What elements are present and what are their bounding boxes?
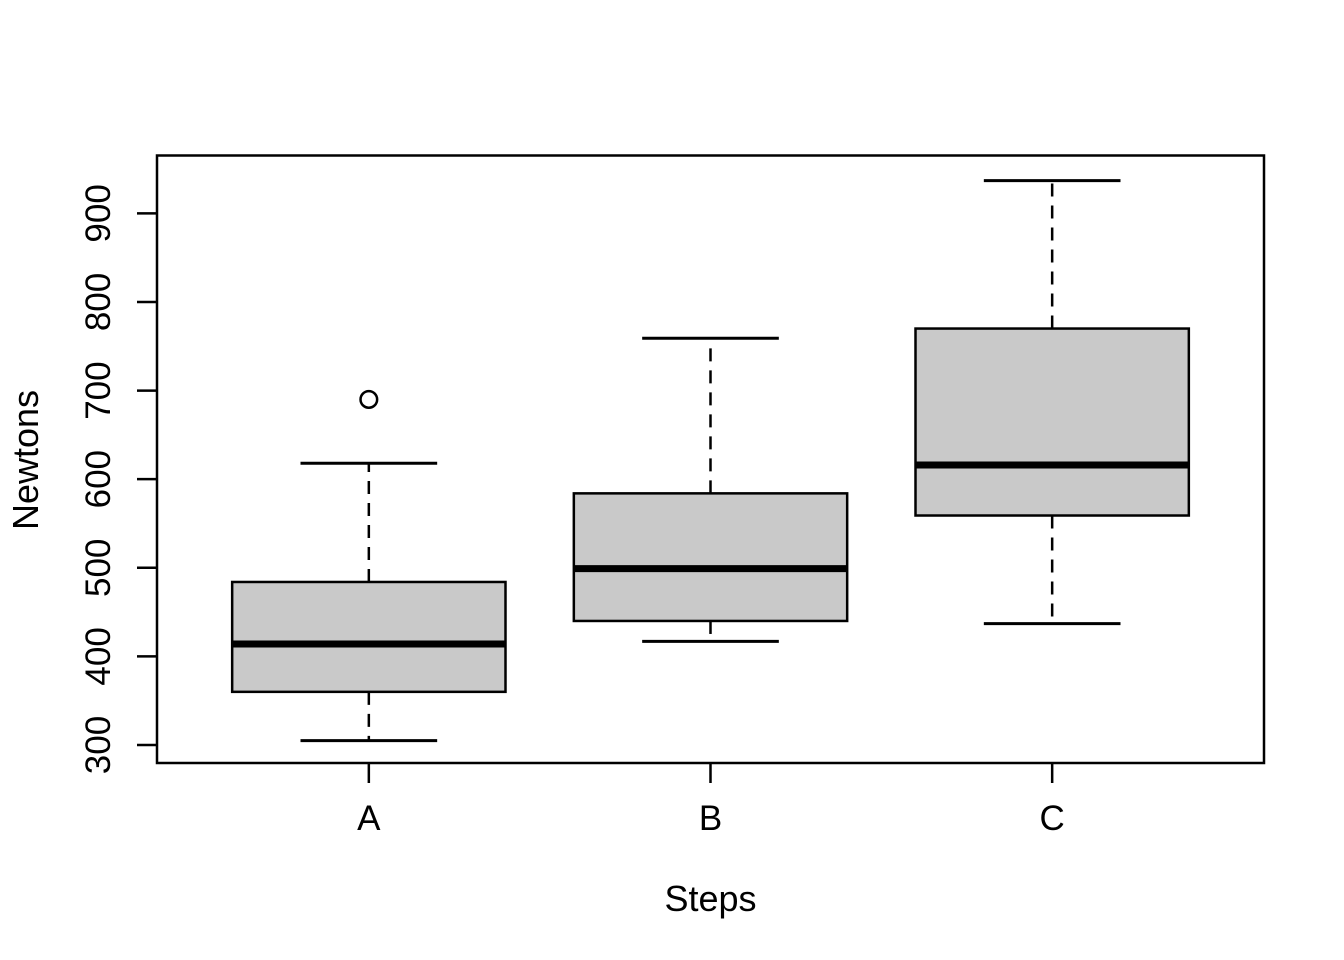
iqr-box-B — [572, 492, 849, 623]
y-tick-label-900: 900 — [79, 184, 118, 242]
y-tick-label-600: 600 — [79, 450, 118, 508]
box-group-C — [914, 179, 1191, 626]
x-tick-label-B: B — [699, 799, 722, 838]
box-group-A — [230, 389, 507, 743]
y-tick-label-400: 400 — [79, 627, 118, 685]
iqr-box-C — [914, 327, 1191, 517]
iqr-box-A — [230, 580, 507, 694]
outlier-point-A-0 — [359, 389, 379, 409]
box-group-B — [572, 336, 849, 643]
y-tick-label-300: 300 — [79, 716, 118, 774]
y-tick-label-800: 800 — [79, 273, 118, 331]
y-axis-title: Newtons — [5, 389, 46, 531]
x-tick-label-A: A — [357, 799, 381, 838]
y-tick-label-500: 500 — [79, 539, 118, 597]
x-tick-label-C: C — [1040, 799, 1065, 838]
x-axis-title: Steps — [664, 878, 757, 919]
y-tick-label-700: 700 — [79, 361, 118, 419]
